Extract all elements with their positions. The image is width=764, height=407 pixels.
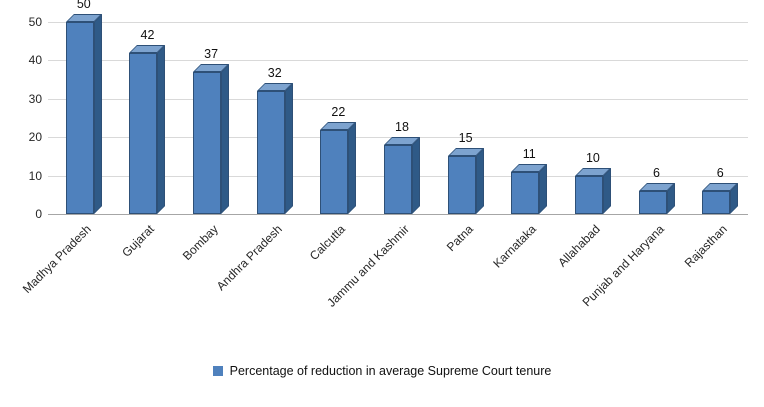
bar bbox=[320, 121, 357, 214]
category-label: Punjab and Haryana bbox=[579, 222, 667, 310]
bar-side-face bbox=[284, 83, 293, 214]
category-label: Rajasthan bbox=[681, 222, 731, 271]
value-label: 10 bbox=[585, 150, 600, 165]
bar-front-face bbox=[320, 129, 349, 214]
bar-front-face bbox=[384, 144, 412, 214]
bar bbox=[193, 63, 230, 214]
y-tick-label: 50 bbox=[28, 15, 42, 29]
value-label: 22 bbox=[331, 104, 346, 119]
y-tick-label: 40 bbox=[28, 53, 42, 68]
bar bbox=[574, 167, 611, 214]
bar bbox=[702, 182, 739, 214]
gridline bbox=[48, 60, 748, 62]
category-label: Jammu and Kashmir bbox=[324, 222, 412, 310]
bar-front-face bbox=[447, 156, 476, 214]
bar-side-face bbox=[602, 167, 611, 214]
bar-front-face bbox=[65, 22, 94, 214]
bar-side-face bbox=[412, 136, 420, 214]
value-label: 42 bbox=[140, 27, 155, 42]
y-tick-label: 10 bbox=[28, 168, 42, 183]
value-label: 50 bbox=[76, 0, 91, 11]
bar bbox=[511, 163, 548, 214]
bar-front-face bbox=[574, 175, 603, 214]
category-label: Karnataka bbox=[490, 222, 540, 271]
legend-label: Percentage of reduction in average Supre… bbox=[229, 364, 552, 378]
y-tick-label: 20 bbox=[28, 130, 42, 145]
bar bbox=[638, 182, 675, 214]
bar-side-face bbox=[157, 44, 166, 214]
bar bbox=[447, 148, 484, 214]
bar-side-face bbox=[539, 163, 548, 214]
gridline bbox=[48, 98, 748, 100]
y-tick-label: 0 bbox=[35, 207, 42, 221]
category-label: Patna bbox=[443, 222, 476, 255]
bar-side-face bbox=[475, 148, 484, 214]
gridline bbox=[48, 22, 748, 23]
bar-side-face bbox=[93, 14, 102, 214]
bar-front-face bbox=[638, 190, 667, 214]
category-label: Allahabad bbox=[555, 222, 603, 270]
category-label: Andhra Pradesh bbox=[213, 222, 285, 294]
bar-front-face bbox=[193, 71, 222, 214]
bar bbox=[129, 44, 166, 214]
category-label: Gujarat bbox=[119, 222, 158, 260]
plot-area: 50 42 37 32 22 18 15 11 10 6 6 bbox=[48, 0, 748, 215]
value-label: 32 bbox=[267, 66, 282, 81]
value-label: 15 bbox=[458, 131, 473, 146]
bar bbox=[256, 83, 293, 214]
value-label: 37 bbox=[204, 46, 219, 61]
bar-front-face bbox=[511, 171, 540, 214]
bar-front-face bbox=[256, 91, 285, 214]
category-label: Bombay bbox=[179, 222, 221, 264]
bar bbox=[65, 14, 102, 214]
legend: Percentage of reduction in average Supre… bbox=[0, 364, 764, 378]
bar-side-face bbox=[221, 63, 230, 214]
legend-swatch-icon bbox=[212, 366, 223, 376]
value-label: 18 bbox=[395, 119, 409, 134]
value-label: 11 bbox=[522, 146, 536, 161]
value-label: 6 bbox=[653, 165, 660, 180]
bar-front-face bbox=[129, 52, 158, 214]
bar bbox=[384, 136, 420, 214]
category-label: Calcutta bbox=[307, 222, 349, 264]
bar-side-face bbox=[348, 121, 357, 214]
bar-front-face bbox=[702, 190, 731, 214]
y-tick-label: 30 bbox=[28, 91, 42, 106]
value-label: 6 bbox=[716, 165, 724, 180]
